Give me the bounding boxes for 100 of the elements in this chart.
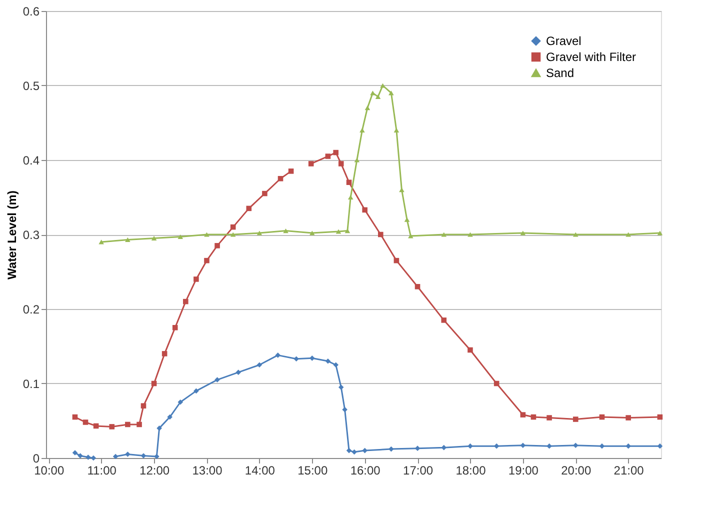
point	[256, 362, 262, 368]
point	[348, 194, 354, 200]
point	[109, 424, 115, 430]
point	[394, 128, 400, 132]
point	[626, 232, 631, 237]
legend-label: Sand	[546, 66, 574, 80]
point	[378, 232, 384, 238]
x-tick-label: 17:00	[403, 464, 434, 478]
legend-label: Gravel	[546, 34, 582, 48]
point	[183, 298, 188, 304]
point	[125, 452, 130, 457]
y-tick-label: 0	[32, 452, 40, 466]
y-tick-label: 0.4	[22, 154, 40, 168]
point	[388, 446, 394, 452]
y-tick-label: 0.2	[22, 302, 40, 316]
point	[204, 258, 210, 264]
point	[468, 232, 473, 237]
x-tick-label: 12:00	[140, 464, 170, 478]
y-tick-label: 0.1	[22, 377, 40, 391]
point	[151, 236, 157, 241]
y-axis-title: Water Level (m)	[4, 190, 19, 280]
legend-label: Gravel with Filter	[546, 50, 636, 64]
point	[336, 229, 342, 234]
point	[262, 190, 268, 196]
point	[546, 415, 552, 420]
x-tick-label: 11:00	[87, 464, 117, 478]
point	[599, 443, 605, 449]
point	[414, 284, 420, 290]
point	[214, 377, 220, 382]
point	[90, 455, 96, 461]
point	[275, 352, 281, 358]
x-tick-label: 16:00	[350, 464, 381, 478]
x-tick-label: 18:00	[456, 464, 486, 478]
point	[338, 161, 344, 166]
point	[360, 128, 365, 132]
point	[230, 232, 236, 237]
point	[283, 228, 288, 234]
point	[256, 230, 262, 236]
point	[112, 454, 118, 460]
point	[82, 420, 88, 425]
point	[342, 406, 348, 412]
point	[167, 414, 172, 420]
x-tick-label: 13:00	[192, 464, 223, 478]
point	[338, 384, 344, 390]
point	[294, 356, 299, 362]
point	[380, 83, 386, 88]
point	[194, 388, 199, 394]
point	[278, 176, 284, 182]
point	[288, 168, 294, 174]
point	[140, 403, 146, 408]
point	[657, 443, 663, 449]
point	[325, 154, 331, 159]
point	[178, 234, 184, 240]
x-tick-label: 20:00	[561, 464, 592, 478]
y-tick-label: 0.6	[22, 4, 40, 18]
point	[156, 426, 162, 431]
point	[441, 232, 447, 237]
y-tick-label: 0.5	[22, 79, 40, 93]
point	[572, 232, 578, 237]
x-tick-label: 19:00	[508, 464, 539, 478]
x-tick-label: 15:00	[298, 464, 328, 478]
point	[236, 370, 241, 375]
point	[86, 454, 91, 460]
point	[370, 90, 376, 96]
point	[325, 358, 331, 364]
x-tick-label: 10:00	[34, 464, 64, 478]
point	[162, 351, 168, 356]
point	[657, 230, 663, 236]
point	[178, 399, 184, 405]
point	[172, 324, 178, 330]
point	[333, 150, 338, 156]
point	[246, 206, 252, 212]
point	[408, 234, 414, 238]
point	[626, 415, 631, 420]
point	[136, 422, 142, 428]
point	[78, 453, 83, 458]
point	[362, 448, 368, 454]
point	[572, 416, 578, 422]
point	[364, 106, 370, 110]
x-tick-label: 21:00	[614, 464, 644, 478]
point	[214, 243, 220, 248]
point	[520, 412, 526, 418]
point	[204, 232, 210, 237]
point	[441, 318, 447, 323]
point	[404, 217, 410, 222]
x-tick-label: 14:00	[244, 464, 276, 478]
point	[346, 180, 352, 185]
point	[346, 448, 352, 454]
point	[194, 276, 199, 282]
point	[125, 237, 130, 242]
point	[333, 362, 338, 368]
y-tick-label: 0.3	[22, 228, 40, 242]
point	[308, 161, 314, 166]
point	[626, 443, 631, 449]
point	[125, 422, 130, 428]
point	[399, 188, 404, 192]
point	[520, 230, 526, 236]
point	[309, 230, 315, 236]
point	[375, 94, 381, 99]
point	[362, 207, 368, 213]
